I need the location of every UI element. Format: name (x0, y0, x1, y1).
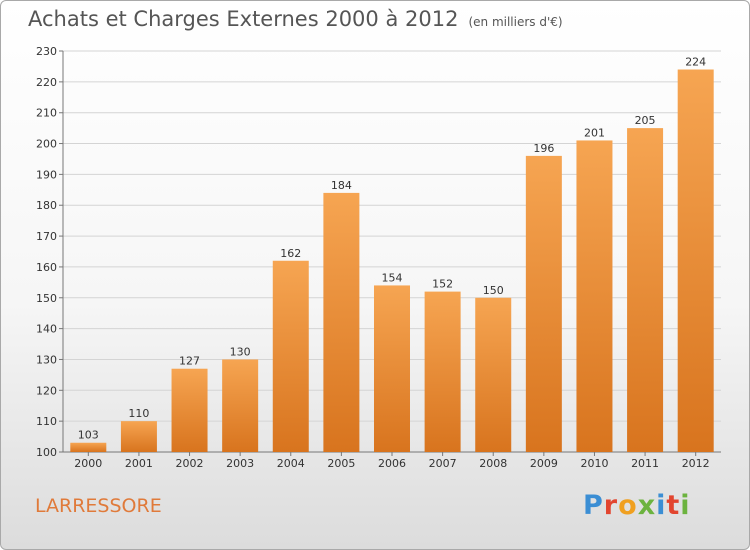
y-tick-label: 190 (36, 168, 57, 181)
y-tick-label: 100 (36, 446, 57, 459)
x-tick-label: 2002 (176, 457, 204, 470)
x-tick-label: 2005 (327, 457, 355, 470)
x-tick-label: 2007 (429, 457, 457, 470)
bar-chart: 100 110 120 130 140 150 160 170 180 190 200 210 220 2… (36, 45, 721, 470)
logo-letter: t (666, 490, 681, 521)
data-label-2010: 201 (584, 126, 605, 139)
y-tick-label: 110 (36, 415, 57, 428)
data-label-2004: 162 (280, 247, 301, 260)
chart-title: Achats et Charges Externes 2000 à 2012 (e… (28, 7, 563, 31)
bar-2010 (576, 140, 613, 452)
chart-subtitle: (en milliers d'€) (468, 15, 563, 29)
y-tick-label: 170 (36, 230, 57, 243)
y-tick-label: 120 (36, 384, 57, 397)
data-label-2009: 196 (533, 142, 554, 155)
bar-2000 (70, 442, 107, 452)
logo-letter: x (637, 490, 657, 521)
bar-2011 (627, 128, 664, 452)
bar-2005 (323, 192, 360, 452)
proxiti-logo: Proxiti (583, 490, 691, 521)
x-tick-label: 2012 (682, 457, 710, 470)
data-label-2002: 127 (179, 355, 200, 368)
data-label-2005: 184 (331, 179, 352, 192)
x-tick-label: 2000 (74, 457, 102, 470)
y-tick-label: 210 (36, 107, 57, 120)
bars (70, 69, 714, 452)
data-label-2006: 154 (382, 271, 403, 284)
x-tick-label: 2009 (530, 457, 558, 470)
x-tick-label: 2006 (378, 457, 406, 470)
data-label-2008: 150 (483, 284, 504, 297)
logo-letter: i (680, 490, 691, 521)
data-label-2000: 103 (78, 429, 99, 442)
chart-title-text: Achats et Charges Externes 2000 à 2012 (28, 7, 459, 31)
bar-2003 (222, 359, 259, 452)
axes: 100 110 120 130 140 150 160 170 180 190 200 210 220 2… (36, 45, 721, 470)
bar-2007 (424, 291, 461, 452)
bar-2006 (374, 285, 410, 452)
x-tick-label: 2010 (580, 457, 608, 470)
data-label-2003: 130 (230, 345, 251, 358)
logo-letter: o (618, 490, 638, 521)
logo-letter: P (583, 490, 604, 521)
x-tick-label: 2011 (631, 457, 659, 470)
city-name: LARRESSORE (35, 495, 162, 517)
y-tick-label: 130 (36, 353, 57, 366)
x-tick-label: 2001 (125, 457, 153, 470)
logo-letter: r (603, 490, 619, 521)
bar-2008 (475, 297, 512, 452)
y-tick-label: 180 (36, 199, 57, 212)
data-label-2012: 224 (685, 56, 706, 69)
logo-letter: i (656, 490, 667, 521)
y-tick-label: 230 (36, 45, 57, 58)
y-tick-label: 200 (36, 138, 57, 151)
bar-2009 (525, 155, 562, 452)
y-tick-label: 220 (36, 76, 57, 89)
bar-2004 (272, 260, 309, 452)
y-tick-label: 140 (36, 323, 57, 336)
y-tick-label: 150 (36, 292, 57, 305)
data-label-2011: 205 (635, 114, 656, 127)
data-label-2001: 110 (128, 407, 149, 420)
data-labels: 103 110 127 130 162 184 154 152 150 196 201 205 224 (78, 56, 706, 442)
bar-2002 (171, 368, 208, 452)
bar-2001 (120, 421, 157, 452)
data-label-2007: 152 (432, 278, 453, 291)
x-tick-label: 2004 (277, 457, 305, 470)
y-tick-label: 160 (36, 261, 57, 274)
x-tick-label: 2008 (479, 457, 507, 470)
bar-2012 (677, 69, 714, 452)
x-tick-label: 2003 (226, 457, 254, 470)
